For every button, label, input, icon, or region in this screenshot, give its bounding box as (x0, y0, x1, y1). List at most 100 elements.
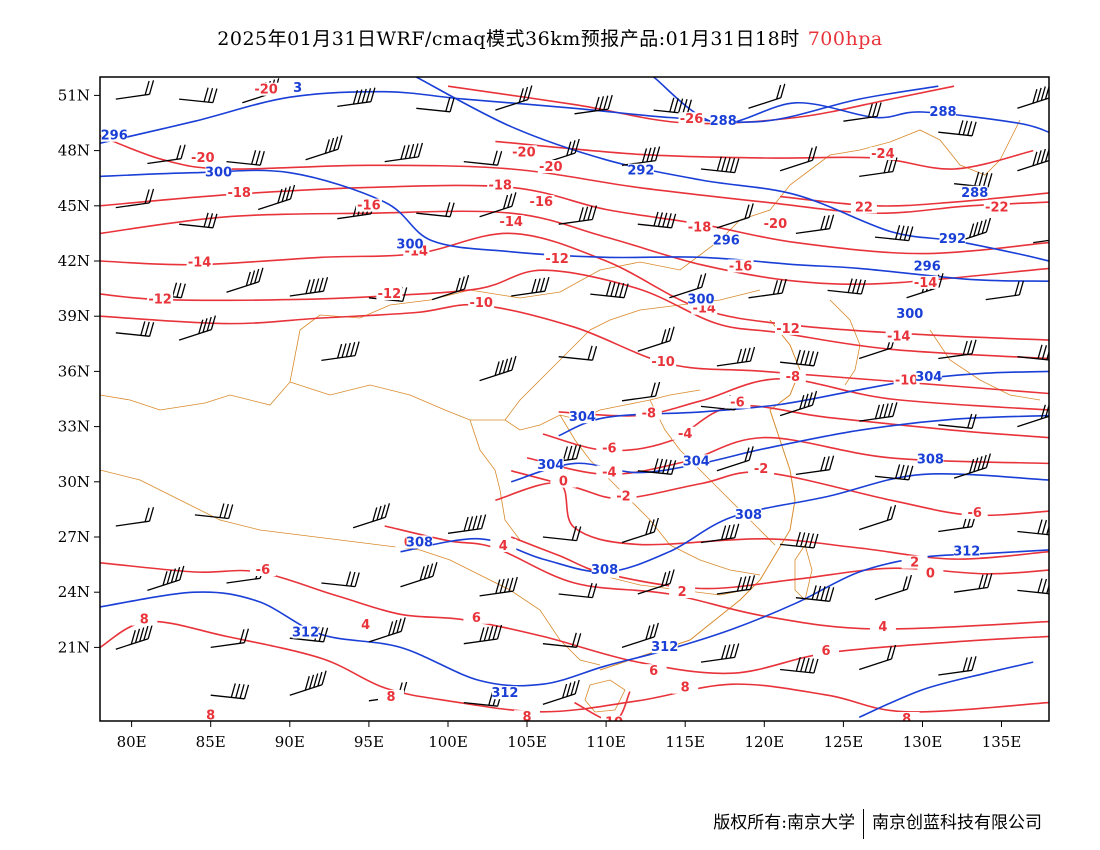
wind-barb (147, 565, 185, 592)
y-tick-label: 24N (58, 583, 90, 601)
temperature-label: -6 (967, 506, 981, 521)
height-label: 312 (292, 626, 319, 641)
temperature-label: -2 (616, 489, 630, 504)
height-contour (510, 414, 1049, 483)
y-tick-label: 42N (58, 252, 90, 270)
wind-barb (542, 632, 582, 648)
longitude-axis: 80E 85E 90E 95E 100E 105E 110E 115E 120E 125E 130E… (117, 721, 1021, 751)
temperature-contour (100, 303, 1049, 395)
wind-barb (479, 192, 517, 218)
temperature-label: -12 (148, 293, 172, 308)
height-label: 304 (683, 454, 710, 469)
wind-barb (400, 562, 438, 588)
height-label: 300 (396, 237, 423, 252)
wind-barb (985, 280, 1025, 301)
wind-barb (115, 80, 155, 100)
wind-barb (226, 150, 265, 166)
wind-barb (115, 507, 155, 527)
x-tick-label: 105E (507, 733, 547, 751)
wind-barb (194, 503, 234, 520)
wind-barb (748, 278, 787, 299)
height-label: 300 (687, 293, 714, 308)
height-label: 292 (939, 232, 966, 247)
wind-barb (700, 156, 740, 174)
wind-barb (542, 525, 582, 542)
wind-barb (779, 390, 818, 417)
wind-barb (210, 628, 250, 649)
temperature-label: -20 (254, 83, 278, 98)
wind-barb (305, 135, 343, 161)
temperature-label: -26 (680, 112, 704, 127)
wind-barb (748, 83, 786, 109)
wind-barb (637, 569, 675, 595)
temperature-contour (511, 470, 1049, 517)
height-contour (858, 661, 1034, 719)
height-label: 308 (591, 563, 618, 578)
height-contour (100, 549, 1049, 687)
province-boundary (559, 414, 761, 576)
temperature-label: -14 (914, 276, 938, 291)
height-contour (415, 77, 1049, 262)
wind-barb (621, 517, 659, 544)
copyright-footer: 版权所有:南京大学 南京创蓝科技有限公司 (713, 808, 1042, 839)
wind-barb (953, 453, 992, 479)
wind-barb (874, 464, 914, 481)
temperature-label: 8 (386, 690, 395, 705)
wind-barb (716, 203, 754, 229)
temperature-label: -18 (227, 186, 251, 201)
province-boundary (649, 399, 776, 546)
wind-barb (716, 346, 756, 367)
height-label: 296 (914, 259, 941, 274)
temperature-label: -20 (539, 160, 563, 175)
wind-barb (590, 281, 629, 299)
wind-barb (368, 617, 406, 643)
height-label: 288 (710, 114, 737, 129)
wind-barb (780, 657, 819, 674)
temperature-label: -16 (530, 195, 554, 210)
temperature-label: -12 (378, 287, 402, 302)
title-level: 700hpa (807, 28, 883, 50)
temperature-label: 4 (499, 539, 508, 554)
temperature-contour (100, 184, 1049, 255)
copyright-company: 南京创蓝科技有限公司 (872, 813, 1042, 833)
wind-barb (1033, 239, 1049, 244)
temperature-label: 6 (649, 664, 658, 679)
temperature-label: -10 (469, 296, 493, 311)
wind-barb (621, 146, 661, 166)
wind-barb (700, 643, 740, 663)
wind-barb (384, 142, 424, 163)
height-label: 312 (651, 640, 678, 655)
wind-barb (542, 679, 580, 706)
temperature-label: 10 (605, 716, 623, 731)
temperature-label: -6 (602, 442, 616, 457)
map-title: 2025年01月31日WRF/cmaq模式36km预报产品:01月31日18时 7… (0, 24, 1100, 51)
wind-barb (779, 146, 818, 172)
y-tick-label: 27N (58, 528, 90, 546)
wind-barb (257, 184, 296, 211)
wind-barb (874, 574, 913, 601)
wind-barb (558, 345, 598, 361)
wind-barb (416, 202, 455, 218)
wind-barb (669, 273, 707, 299)
temperature-label: -18 (488, 178, 512, 193)
latitude-axis: 51N 48N 45N 42N 39N 36N 33N 30N 27N 24N 21N (58, 86, 100, 656)
wind-barb (558, 205, 598, 225)
wind-barb (859, 402, 898, 422)
temperature-contour (495, 140, 1034, 170)
wind-barb (179, 212, 218, 229)
y-tick-label: 39N (58, 307, 90, 325)
y-tick-label: 36N (58, 362, 90, 380)
temperature-label: 6 (821, 644, 830, 659)
wind-barb (621, 622, 659, 649)
temperature-label: -16 (729, 259, 753, 274)
x-tick-label: 90E (275, 733, 305, 751)
wind-barb (954, 573, 993, 593)
temperature-label: -16 (357, 199, 381, 214)
wind-barb (716, 446, 754, 472)
x-tick-label: 130E (903, 733, 943, 751)
wind-barb (431, 274, 470, 301)
height-label: 304 (537, 458, 564, 473)
temperature-label: -20 (764, 217, 788, 232)
x-tick-label: 100E (428, 733, 468, 751)
